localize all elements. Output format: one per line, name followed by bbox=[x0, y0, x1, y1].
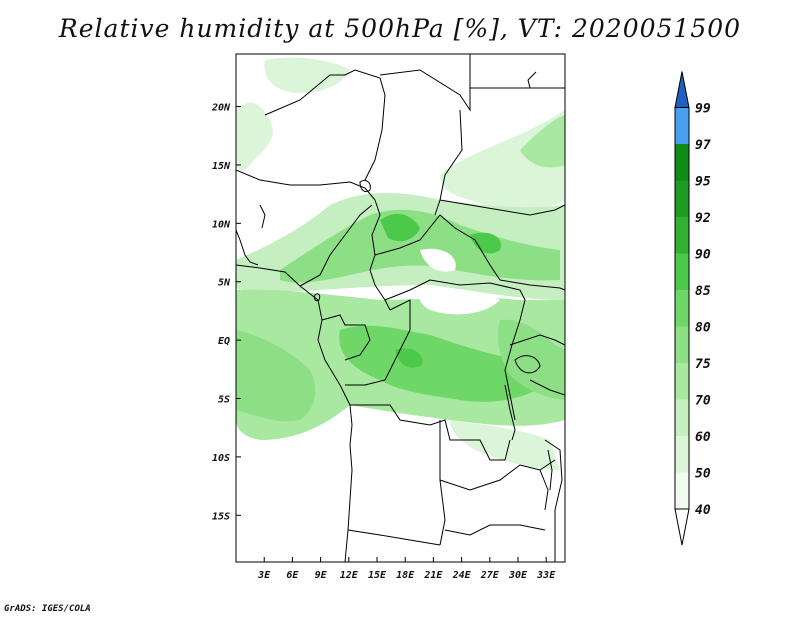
border-sudan-south bbox=[439, 199, 565, 216]
colorbar-under-arrow bbox=[674, 508, 690, 546]
colorbar-label: 92 bbox=[695, 211, 711, 226]
border-niger-nigeria bbox=[236, 169, 376, 201]
lake-malawi bbox=[547, 449, 553, 491]
border-sudan-egypt-east bbox=[527, 71, 537, 89]
lon-tick-label: 12E bbox=[340, 570, 359, 581]
colorbar-label: 40 bbox=[695, 503, 711, 518]
lake-victoria bbox=[514, 355, 541, 374]
lake-volta bbox=[259, 204, 266, 229]
lat-tick-label: 10S bbox=[212, 453, 230, 464]
footer-credit: GrADS: IGES/COLA bbox=[4, 604, 91, 614]
border-libya-chad bbox=[379, 54, 471, 112]
colorbar-segment bbox=[675, 326, 689, 363]
humidity-region-north-east-core bbox=[520, 115, 565, 168]
border-lakes-region bbox=[509, 334, 565, 346]
colorbar-label: 70 bbox=[695, 394, 711, 409]
border-mozambique bbox=[544, 439, 563, 562]
colorbar-label: 80 bbox=[695, 321, 711, 336]
lon-tick-label: 30E bbox=[508, 570, 528, 581]
colorbar-segment bbox=[675, 107, 689, 144]
colorbar-label: 60 bbox=[695, 430, 711, 445]
border-gabon-congo bbox=[321, 314, 371, 361]
coastline-gulf-of-guinea bbox=[236, 264, 351, 406]
bioko-island bbox=[313, 293, 321, 302]
colorbar-label: 99 bbox=[695, 102, 711, 117]
border-zambia-south bbox=[444, 524, 546, 536]
colorbar-segment bbox=[675, 144, 689, 181]
humidity-field bbox=[236, 54, 565, 562]
colorbar-over-arrow bbox=[674, 71, 690, 108]
border-kenya-tanzania bbox=[529, 379, 565, 396]
lon-tick-label: 33E bbox=[536, 570, 556, 581]
colorbar-frame bbox=[674, 107, 690, 510]
colorbar: 40 50 60 70 75 80 85 90 92 95 97 99 bbox=[674, 71, 711, 546]
border-congo-drc bbox=[345, 299, 411, 386]
humidity-region-north-east bbox=[440, 110, 565, 210]
humidity-region-north-top bbox=[264, 57, 350, 93]
humidity-region-lakes bbox=[498, 319, 565, 400]
humidity-band-sahel-peak bbox=[380, 213, 420, 242]
border-drc-east bbox=[504, 299, 526, 421]
lon-tick-label: 18E bbox=[396, 570, 415, 581]
humidity-gap-sahel bbox=[420, 248, 456, 272]
colorbar-label: 85 bbox=[695, 284, 711, 299]
lat-tick-label: 5N bbox=[218, 278, 231, 289]
border-cameroon-east bbox=[369, 269, 391, 311]
lat-tick-label: 20N bbox=[211, 103, 231, 114]
border-chad-west bbox=[369, 199, 381, 271]
lat-tick-label: 5S bbox=[218, 395, 230, 406]
lat-tick-label: EQ bbox=[218, 336, 230, 347]
lon-tick-label: 9E bbox=[315, 570, 328, 581]
humidity-gap-congo bbox=[419, 288, 500, 315]
colorbar-segment bbox=[675, 363, 689, 400]
chart-title: Relative humidity at 500hPa [%], VT: 202… bbox=[58, 14, 742, 43]
longitude-axis: 3E 6E 9E 12E 15E 18E 21E 24E 27E 30E 33E bbox=[257, 557, 556, 581]
border-malawi bbox=[539, 469, 549, 511]
colorbar-label: 97 bbox=[695, 138, 711, 153]
border-chad-east bbox=[434, 109, 463, 216]
colorbar-segment bbox=[675, 217, 689, 254]
coastline-west-africa bbox=[236, 229, 259, 266]
lat-tick-label: 15S bbox=[212, 511, 230, 522]
map-frame bbox=[235, 53, 566, 563]
lon-tick-label: 21E bbox=[423, 570, 443, 581]
humidity-region-congo-core bbox=[339, 325, 550, 402]
colorbar-label: 95 bbox=[695, 175, 711, 190]
colorbar-segment bbox=[675, 436, 689, 473]
colorbar-label: 75 bbox=[695, 357, 711, 372]
lon-tick-label: 27E bbox=[480, 570, 500, 581]
humidity-region-coast bbox=[236, 330, 316, 422]
lon-tick-label: 6E bbox=[286, 570, 299, 581]
lon-tick-label: 15E bbox=[368, 570, 387, 581]
lon-tick-label: 3E bbox=[257, 570, 271, 581]
humidity-region-north-west bbox=[236, 102, 273, 171]
humidity-region-south-fringe bbox=[450, 420, 560, 470]
lake-tanganyika bbox=[504, 384, 516, 441]
colorbar-label: 50 bbox=[695, 467, 711, 482]
humidity-band-sahel-peak-east bbox=[470, 232, 501, 254]
country-borders bbox=[236, 54, 565, 562]
border-nigeria-cameroon bbox=[299, 204, 373, 287]
lake-chad bbox=[359, 179, 371, 193]
border-south-sudan bbox=[499, 279, 565, 291]
latitude-axis: 20N 15N 10N 5N EQ 5S 10S 15S bbox=[211, 103, 241, 522]
colorbar-segment bbox=[675, 180, 689, 217]
border-zambia bbox=[439, 459, 556, 491]
humidity-region-congo-peak bbox=[395, 348, 423, 368]
colorbar-label: 90 bbox=[695, 248, 711, 263]
border-angola-south bbox=[347, 529, 441, 546]
colorbar-segment bbox=[675, 253, 689, 290]
border-angola-east bbox=[439, 420, 446, 546]
lat-tick-label: 10N bbox=[212, 219, 231, 230]
colorbar-segment bbox=[675, 290, 689, 327]
border-sahara-north bbox=[264, 69, 386, 181]
border-car-north bbox=[374, 214, 501, 281]
border-angola-drc bbox=[350, 404, 511, 461]
colorbar-segment bbox=[675, 399, 689, 436]
lat-tick-label: 15N bbox=[212, 161, 231, 172]
border-car-drc bbox=[384, 279, 526, 301]
colorbar-segment bbox=[675, 472, 689, 509]
lon-tick-label: 24E bbox=[452, 570, 472, 581]
